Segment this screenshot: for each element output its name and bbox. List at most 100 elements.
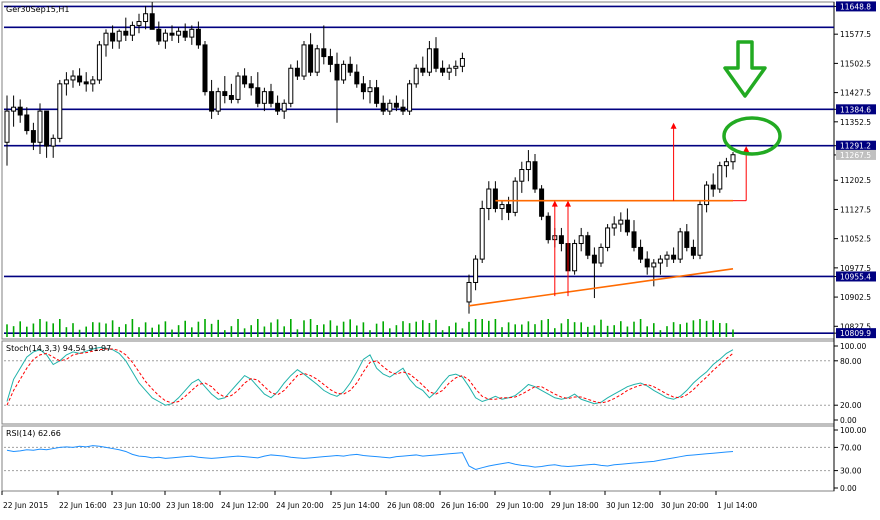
candle-body <box>459 58 465 67</box>
candle <box>380 95 386 115</box>
price-axis-label: 11577.5 <box>840 30 871 39</box>
candle-body <box>341 63 347 81</box>
price-axis-label: 10955.4 <box>840 272 871 281</box>
candle <box>558 227 564 252</box>
candle-body <box>532 161 538 190</box>
rsi-title: RSI(14) 62.66 <box>6 429 61 438</box>
candle <box>242 68 248 88</box>
candle-body <box>413 67 419 85</box>
candle-body <box>182 30 188 38</box>
candle <box>644 251 650 275</box>
candle-body <box>545 215 551 241</box>
candle <box>288 64 294 108</box>
candle <box>539 185 545 221</box>
candle-body <box>334 63 340 81</box>
candle <box>30 122 36 151</box>
candle <box>11 95 17 127</box>
candle <box>598 243 604 267</box>
candle <box>433 37 439 73</box>
candle-body <box>578 235 584 245</box>
candle <box>176 27 182 43</box>
candle <box>261 87 267 112</box>
candle <box>651 259 657 287</box>
candle <box>690 239 696 260</box>
candle <box>103 29 109 57</box>
candle <box>268 83 274 108</box>
candle-body <box>466 281 472 303</box>
candle-body <box>261 91 267 104</box>
candle <box>512 177 518 217</box>
candle-body <box>123 30 129 36</box>
candle-body <box>308 44 314 73</box>
candle <box>730 152 736 170</box>
candle <box>611 216 617 236</box>
candle <box>453 60 459 77</box>
candle-body <box>539 188 545 217</box>
candle-body <box>4 110 10 143</box>
candle-body <box>591 254 597 264</box>
trend-line <box>468 268 734 307</box>
level-price-box <box>836 1 876 12</box>
candle-body <box>235 75 241 100</box>
target-arrow <box>743 146 750 201</box>
current-price-box <box>836 149 876 160</box>
candle-body <box>624 219 630 233</box>
candle <box>334 52 340 123</box>
price-axis-label: 11352.5 <box>840 118 871 127</box>
candle-body <box>44 110 50 147</box>
time-axis-label: 29 Jun 18:00 <box>551 501 599 510</box>
rsi-axis-label: 0.00 <box>840 484 857 493</box>
candle-body <box>347 63 353 73</box>
candle <box>545 212 551 244</box>
candle <box>37 103 43 154</box>
candle <box>400 99 406 115</box>
candle <box>275 95 281 115</box>
candle-body <box>63 79 69 85</box>
candle <box>209 79 215 119</box>
candle <box>446 64 452 80</box>
price-axis-label: 11202.5 <box>840 176 871 185</box>
candle <box>704 181 710 213</box>
candle <box>341 60 347 84</box>
candle-body <box>433 48 439 69</box>
candle <box>723 157 729 178</box>
candle <box>578 227 584 252</box>
candle <box>420 56 426 77</box>
candle <box>149 2 155 30</box>
time-axis-label: 22 Jun 2015 <box>3 501 48 510</box>
candle <box>624 208 630 236</box>
current-price-label: 11267.5 <box>840 151 871 160</box>
candle-body <box>228 95 234 100</box>
stoch-line-main <box>6 346 734 406</box>
candle <box>4 95 10 166</box>
candle-body <box>499 204 505 209</box>
candle-body <box>657 258 663 264</box>
candle <box>671 247 677 263</box>
candle <box>499 200 505 221</box>
candle <box>631 220 637 252</box>
price-axis-label: 10902.5 <box>840 293 871 302</box>
candle-body <box>479 207 485 260</box>
time-axis-label: 29 Jun 10:00 <box>496 501 544 510</box>
candle <box>407 79 413 115</box>
candle-body <box>697 204 703 256</box>
candle-body <box>248 83 254 89</box>
candle-body <box>17 106 23 116</box>
candle <box>96 41 102 84</box>
candle <box>308 33 314 77</box>
candle <box>440 60 446 77</box>
candle <box>189 25 195 45</box>
candle-body <box>558 235 564 245</box>
candle <box>393 95 399 112</box>
price-axis-label: 11648.8 <box>840 2 871 11</box>
candle <box>50 134 56 158</box>
candle <box>605 224 611 252</box>
price-axis-label: 11384.6 <box>840 105 871 114</box>
candle <box>717 161 723 193</box>
time-axis-label: 24 Jun 20:00 <box>276 501 324 510</box>
candle <box>90 76 96 92</box>
candle <box>129 21 135 41</box>
highlight-ellipse <box>722 116 782 156</box>
